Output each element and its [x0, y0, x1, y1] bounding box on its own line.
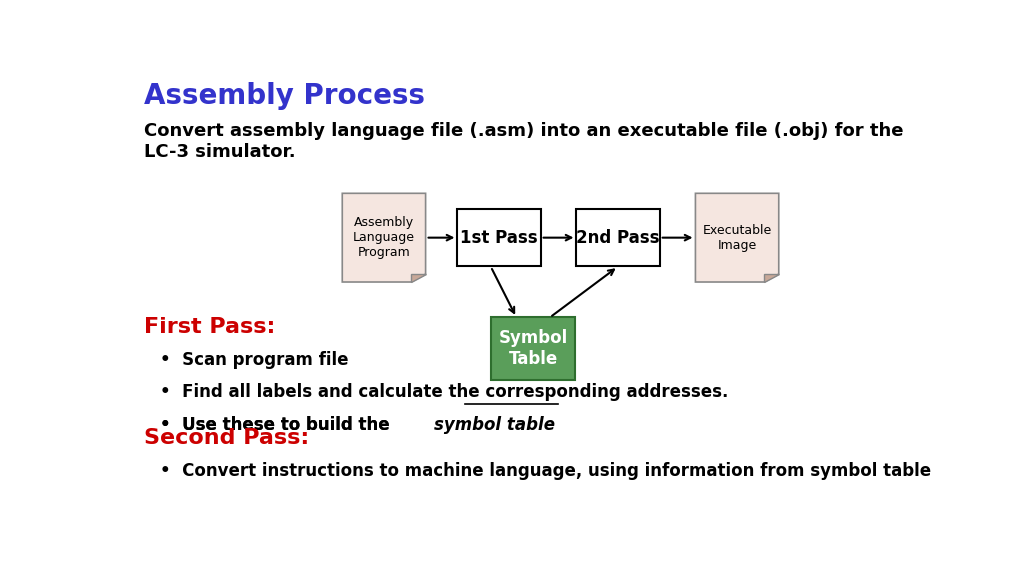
- Text: Executable
Image: Executable Image: [702, 223, 772, 252]
- Text: •  Find all labels and calculate the corresponding addresses.: • Find all labels and calculate the corr…: [160, 383, 728, 401]
- Text: Symbol
Table: Symbol Table: [499, 329, 567, 368]
- Text: Second Pass:: Second Pass:: [143, 429, 309, 448]
- Text: 2nd Pass: 2nd Pass: [577, 229, 659, 247]
- Text: •  Use these to build the: • Use these to build the: [160, 415, 395, 434]
- Text: Assembly Process: Assembly Process: [143, 82, 425, 111]
- Polygon shape: [342, 194, 426, 282]
- Text: •  Scan program file: • Scan program file: [160, 351, 348, 369]
- Polygon shape: [765, 274, 778, 282]
- Text: symbol table: symbol table: [434, 415, 555, 434]
- Text: •  Convert instructions to machine language, using information from symbol table: • Convert instructions to machine langua…: [160, 461, 931, 480]
- FancyBboxPatch shape: [492, 317, 574, 380]
- FancyBboxPatch shape: [458, 209, 541, 267]
- FancyBboxPatch shape: [577, 209, 659, 267]
- Text: First Pass:: First Pass:: [143, 317, 275, 338]
- Text: Assembly
Language
Program: Assembly Language Program: [353, 216, 415, 259]
- Polygon shape: [695, 194, 778, 282]
- Text: 1st Pass: 1st Pass: [460, 229, 538, 247]
- Polygon shape: [412, 274, 426, 282]
- Text: Convert assembly language file (.asm) into an executable file (.obj) for the
LC-: Convert assembly language file (.asm) in…: [143, 122, 903, 161]
- Text: •  Use these to build the: • Use these to build the: [160, 415, 395, 434]
